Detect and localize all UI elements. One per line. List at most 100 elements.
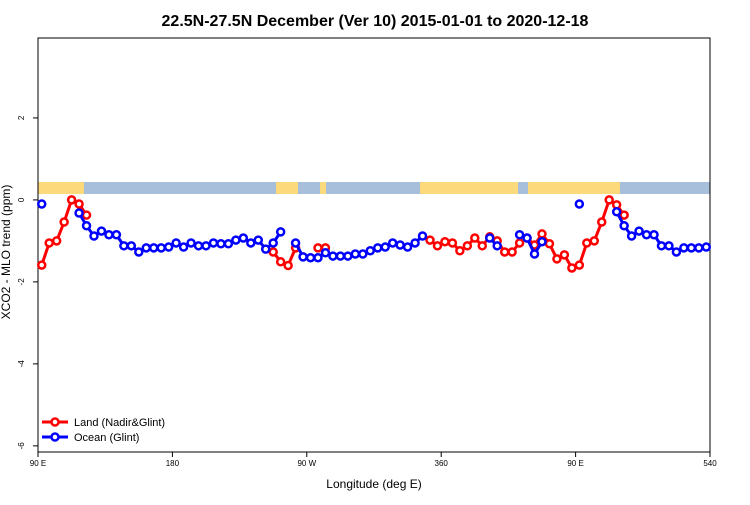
point (619, 220, 629, 231)
point (36, 260, 47, 270)
point (604, 195, 614, 205)
point (201, 241, 211, 251)
point (477, 241, 488, 251)
point (89, 231, 99, 241)
point (425, 235, 435, 245)
point (514, 238, 525, 248)
point (440, 236, 450, 247)
point (701, 242, 712, 252)
point (156, 243, 166, 253)
point (104, 230, 114, 240)
chart-title: 22.5N-27.5N December (Ver 10) 2015-01-01… (162, 13, 589, 30)
point (36, 199, 47, 209)
point (664, 241, 674, 251)
point (634, 226, 644, 236)
point (589, 236, 600, 246)
point (641, 230, 652, 240)
point (671, 247, 682, 257)
point (74, 208, 84, 218)
point (231, 235, 241, 245)
point (574, 199, 585, 209)
point (395, 240, 405, 250)
point (111, 230, 122, 240)
point (44, 238, 54, 248)
point (141, 243, 152, 253)
point (290, 238, 301, 248)
point (51, 236, 62, 246)
point (537, 229, 547, 239)
point (372, 243, 383, 253)
y-tick-label: -4 (17, 360, 26, 368)
x-tick-label: 180 (166, 459, 180, 468)
point (343, 251, 353, 261)
point (529, 249, 540, 259)
point (246, 238, 256, 248)
point (649, 230, 659, 240)
point (81, 210, 92, 220)
x-tick-label: 540 (703, 459, 717, 468)
point (470, 233, 480, 243)
point (492, 241, 502, 251)
legend-marker (50, 432, 60, 442)
point (559, 250, 570, 260)
point (611, 207, 622, 217)
point (148, 243, 159, 253)
point (574, 260, 585, 270)
point (455, 245, 465, 256)
point (679, 243, 689, 253)
point (335, 251, 346, 261)
y-tick-label: -2 (17, 278, 26, 286)
legend-label: Ocean (Glint) (74, 432, 139, 444)
point (350, 249, 361, 259)
point (59, 217, 69, 227)
point (507, 247, 517, 257)
point (313, 252, 323, 263)
point (260, 244, 271, 254)
point (514, 230, 525, 240)
map-strip (38, 182, 710, 194)
x-tick-label: 90 W (297, 459, 316, 468)
x-tick-label: 90 E (30, 459, 46, 468)
point (253, 235, 264, 245)
point (552, 254, 562, 264)
point (223, 239, 234, 249)
point (619, 210, 629, 220)
point (484, 233, 495, 243)
point (171, 238, 181, 248)
point (328, 251, 338, 261)
point (544, 239, 555, 249)
point (596, 217, 607, 227)
legend-label: Land (Nadir&Glint) (74, 417, 165, 429)
point (275, 257, 286, 267)
series-line (77, 211, 707, 260)
point (66, 195, 77, 205)
point (74, 199, 84, 209)
point (298, 252, 308, 262)
point (96, 226, 107, 236)
x-tick-label: 360 (435, 459, 449, 468)
point (163, 242, 174, 252)
point (178, 242, 189, 252)
x-axis-label: Longitude (deg E) (326, 477, 421, 491)
x-tick-label: 90 E (567, 459, 583, 468)
point (432, 241, 443, 251)
point (656, 241, 667, 251)
point (216, 239, 226, 249)
point (537, 236, 547, 247)
point (387, 238, 398, 248)
point (462, 241, 473, 251)
point (119, 241, 129, 251)
point (193, 241, 204, 251)
point (275, 227, 286, 237)
y-tick-label: -6 (17, 442, 26, 450)
point (208, 238, 219, 248)
point (365, 245, 376, 256)
point (499, 247, 510, 257)
point (582, 238, 592, 248)
point (238, 233, 249, 243)
point (410, 238, 420, 248)
point (186, 238, 196, 248)
y-tick-label: 0 (17, 197, 26, 202)
y-tick-label: 2 (17, 115, 26, 120)
